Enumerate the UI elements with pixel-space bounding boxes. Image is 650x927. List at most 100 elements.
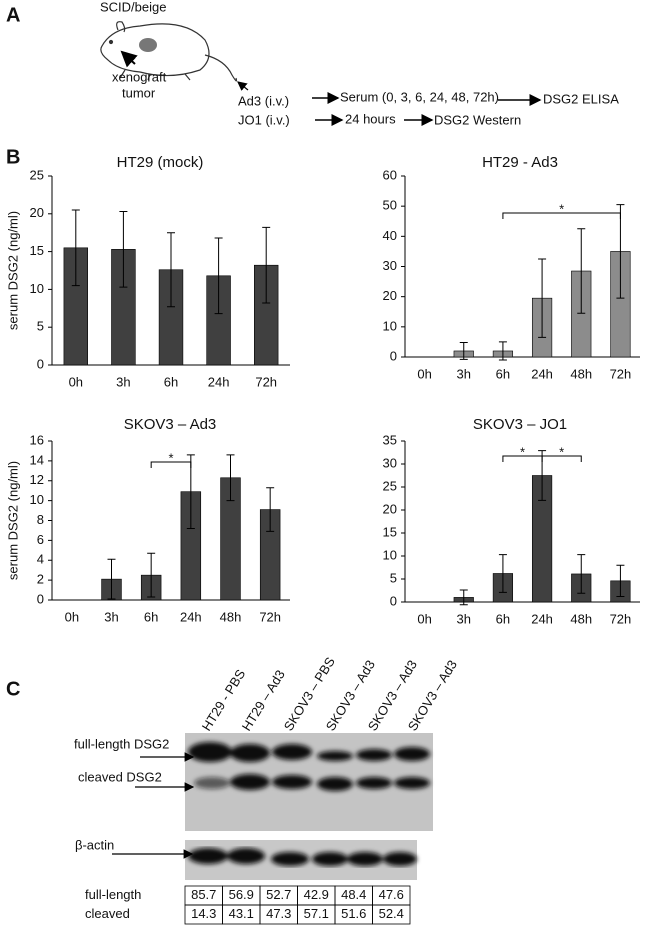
band-label: cleaved DSG2: [78, 769, 162, 784]
table-cell: [372, 904, 411, 925]
y-tick-label: 0: [390, 348, 397, 363]
error-bar: [262, 226, 271, 304]
step-label: DSG2 Western: [434, 112, 521, 127]
y-tick-label: 5: [390, 570, 397, 585]
significance-bracket: [502, 212, 621, 219]
table-value: 52.7: [266, 887, 291, 902]
step-label: Serum (0, 3, 6, 24, 48, 72h): [340, 89, 499, 104]
y-tick-label: 16: [30, 432, 44, 447]
significance-label: *: [559, 444, 564, 459]
step-label: DSG2 ELISA: [543, 91, 619, 106]
significance-label: *: [168, 450, 173, 465]
error-bar: [616, 204, 625, 299]
y-axis-label: serum DSG2 (ng/ml): [5, 461, 20, 580]
table-value: 48.4: [341, 887, 366, 902]
error-bar: [616, 564, 625, 597]
row-label: cleaved: [85, 906, 130, 921]
y-tick-label: 25: [383, 478, 397, 493]
blot-image: [112, 733, 433, 880]
significance-bracket: [541, 455, 582, 462]
x-tick-label: 6h: [496, 611, 510, 626]
chart-title: HT29 (mock): [117, 154, 204, 171]
tumor-label: xenograft: [112, 69, 167, 84]
x-tick-label: 72h: [259, 609, 281, 624]
y-tick-label: 12: [30, 472, 44, 487]
panel-label: B: [6, 146, 20, 168]
error-bar: [226, 454, 235, 502]
table-value: 56.9: [229, 887, 254, 902]
error-bar: [577, 554, 586, 594]
y-tick-label: 25: [30, 167, 44, 182]
error-bar: [119, 211, 128, 288]
y-tick-label: 5: [37, 319, 44, 334]
x-tick-label: 24h: [208, 374, 230, 389]
panel-label: A: [6, 4, 20, 26]
table-value: 52.4: [379, 906, 404, 921]
error-bar: [538, 258, 547, 338]
significance-label: *: [559, 201, 564, 216]
error-bar: [577, 228, 586, 314]
table-value: 85.7: [191, 887, 216, 902]
y-tick-label: 40: [383, 228, 397, 243]
y-tick-label: 0: [37, 356, 44, 371]
x-tick-label: 72h: [255, 374, 277, 389]
band-label: full-length DSG2: [74, 736, 169, 751]
y-tick-label: 20: [30, 205, 44, 220]
table-value: 14.3: [191, 906, 216, 921]
x-tick-label: 24h: [531, 611, 553, 626]
x-tick-label: 3h: [457, 611, 471, 626]
y-tick-label: 0: [390, 593, 397, 608]
x-tick-label: 48h: [570, 611, 592, 626]
mouse-drawing: [100, 21, 542, 126]
chart-title: HT29 - Ad3: [482, 154, 558, 171]
row-label: full-length: [85, 887, 141, 902]
y-tick-label: 10: [30, 492, 44, 507]
y-tick-label: 10: [383, 318, 397, 333]
x-tick-label: 0h: [69, 374, 83, 389]
y-tick-label: 8: [37, 512, 44, 527]
step-label: 24 hours: [345, 111, 396, 126]
chart-title: SKOV3 – Ad3: [124, 416, 217, 433]
y-tick-label: 4: [37, 552, 44, 567]
y-tick-label: 30: [383, 455, 397, 470]
x-tick-label: 3h: [104, 609, 118, 624]
x-tick-label: 3h: [116, 374, 130, 389]
x-tick-label: 6h: [496, 366, 510, 381]
y-tick-label: 15: [30, 243, 44, 258]
error-bar: [214, 237, 223, 315]
table-value: 43.1: [229, 906, 254, 921]
error-bar: [498, 341, 507, 361]
x-tick-label: 6h: [164, 374, 178, 389]
error-bar: [498, 554, 507, 593]
agent-label: JO1 (i.v.): [238, 112, 290, 127]
x-tick-label: 48h: [570, 366, 592, 381]
x-tick-label: 0h: [417, 366, 431, 381]
error-bar: [107, 558, 116, 600]
error-bar: [167, 232, 175, 308]
x-tick-label: 24h: [180, 609, 202, 624]
y-tick-label: 10: [30, 281, 44, 296]
error-bar: [147, 552, 156, 598]
error-bar: [459, 589, 468, 606]
y-tick-label: 35: [383, 432, 397, 447]
error-bar: [71, 209, 80, 287]
table-value: 42.9: [304, 887, 329, 902]
y-tick-label: 10: [383, 547, 397, 562]
x-tick-label: 3h: [457, 366, 471, 381]
error-bar: [266, 487, 275, 532]
table-value: 57.1: [304, 906, 329, 921]
x-tick-label: 24h: [531, 366, 553, 381]
x-tick-label: 72h: [610, 611, 632, 626]
significance-label: *: [520, 444, 525, 459]
y-axis-label: serum DSG2 (ng/ml): [5, 211, 20, 330]
y-tick-label: 20: [383, 501, 397, 516]
tumor-label: tumor: [122, 85, 156, 100]
x-tick-label: 6h: [144, 609, 158, 624]
x-tick-label: 48h: [220, 609, 242, 624]
significance-bracket: [150, 461, 192, 468]
table-value: 51.6: [341, 906, 366, 921]
y-tick-label: 0: [37, 591, 44, 606]
table-value: 47.3: [266, 906, 291, 921]
y-tick-label: 14: [30, 452, 44, 467]
